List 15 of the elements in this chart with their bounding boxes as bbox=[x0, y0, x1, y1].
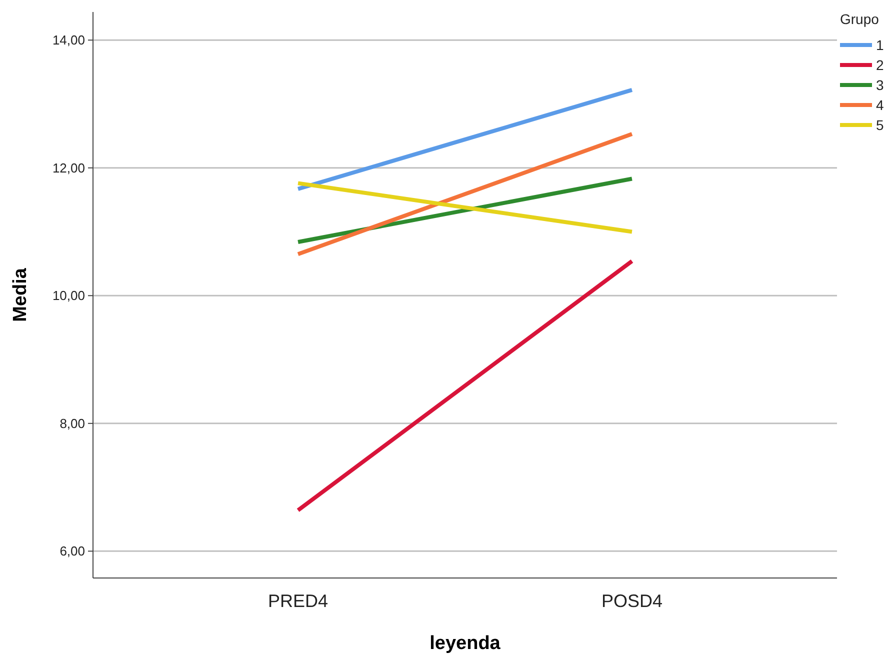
y-tick-label: 8,00 bbox=[60, 416, 85, 431]
legend-label: 2 bbox=[876, 56, 884, 73]
y-axis-title: Media bbox=[10, 268, 31, 322]
y-tick-label: 10,00 bbox=[52, 288, 85, 304]
y-tick-label: 6,00 bbox=[60, 544, 85, 559]
legend-label: 1 bbox=[876, 36, 884, 53]
y-tick-label: 14,00 bbox=[52, 32, 85, 48]
x-tick-label: PRED4 bbox=[268, 591, 328, 611]
legend-label: 4 bbox=[876, 96, 884, 113]
y-tick-label: 12,00 bbox=[52, 160, 85, 176]
x-axis-title: leyenda bbox=[430, 633, 501, 654]
legend-label: 3 bbox=[876, 76, 884, 93]
legend-label: 5 bbox=[876, 116, 884, 133]
legend-title: Grupo bbox=[840, 11, 880, 27]
x-tick-label: POSD4 bbox=[601, 591, 662, 611]
